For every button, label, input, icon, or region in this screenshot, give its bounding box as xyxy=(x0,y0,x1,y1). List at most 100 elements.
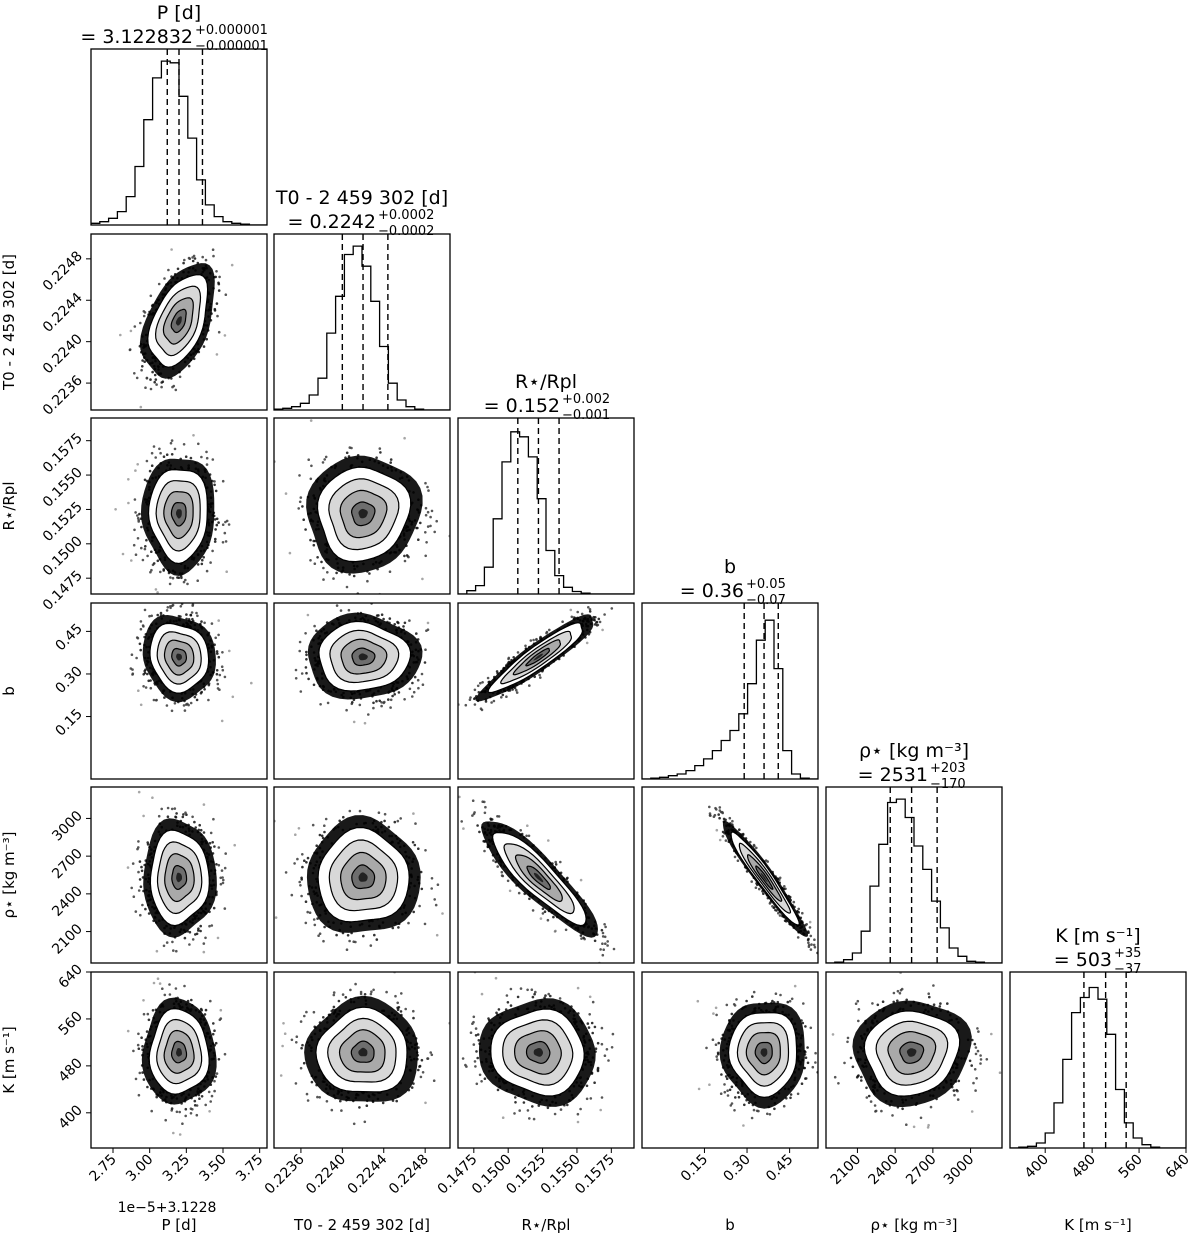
sample-point xyxy=(162,455,166,459)
sample-point xyxy=(796,936,800,939)
sample-point xyxy=(482,839,486,843)
sample-point xyxy=(313,562,317,565)
sample-point xyxy=(715,828,719,832)
sample-point xyxy=(391,694,394,698)
sample-point xyxy=(807,945,811,948)
sample-point xyxy=(305,650,308,654)
sample-point xyxy=(383,819,386,823)
sample-point xyxy=(139,627,143,631)
sample-point xyxy=(149,378,152,381)
sample-point xyxy=(166,815,170,818)
sample-point xyxy=(471,799,475,802)
sample-point xyxy=(162,944,166,948)
sample-point xyxy=(378,447,382,450)
sample-point xyxy=(215,523,219,527)
sample-point xyxy=(223,907,227,910)
sample-point xyxy=(603,935,607,939)
title-label-b: b xyxy=(724,556,736,578)
sample-point xyxy=(580,937,583,940)
density-contour xyxy=(760,872,768,883)
sample-point xyxy=(200,455,203,459)
sample-point xyxy=(601,935,605,938)
sample-point xyxy=(738,828,741,831)
sample-point xyxy=(188,257,192,261)
sample-point xyxy=(140,546,143,550)
panel-frame xyxy=(457,602,635,780)
sample-point xyxy=(144,386,147,390)
sample-point xyxy=(184,455,188,459)
sample-point xyxy=(138,878,142,881)
density-contour xyxy=(175,316,182,326)
sample-point xyxy=(149,294,153,298)
sample-point xyxy=(316,917,319,920)
sample-point xyxy=(766,860,769,863)
sample-point xyxy=(593,623,597,626)
sample-point xyxy=(162,568,165,571)
sample-point xyxy=(570,615,574,619)
sample-point xyxy=(552,915,555,919)
sample-point xyxy=(218,1018,222,1022)
sample-point xyxy=(425,541,428,544)
sample-point xyxy=(142,685,145,688)
sample-point xyxy=(424,554,428,558)
sample-point xyxy=(321,461,325,464)
sample-point xyxy=(151,370,154,374)
panel-frame xyxy=(273,417,451,595)
sample-point xyxy=(225,570,228,573)
sample-point xyxy=(554,929,557,933)
sample-point xyxy=(375,699,378,703)
title-minus-P: −0.000001 xyxy=(195,39,268,54)
sample-point xyxy=(153,373,157,377)
sample-point xyxy=(140,869,144,873)
sample-point xyxy=(496,865,500,868)
sample-point xyxy=(339,609,343,612)
panel-2d-rho-Rratio xyxy=(457,786,635,964)
sample-point xyxy=(528,684,531,687)
sample-point xyxy=(181,815,185,819)
panel-frame xyxy=(641,786,819,964)
sample-point xyxy=(151,796,154,799)
sample-point xyxy=(205,456,209,460)
sample-point xyxy=(399,817,403,820)
sample-point xyxy=(146,672,149,676)
sample-point xyxy=(345,585,349,589)
sample-point xyxy=(170,439,174,442)
sample-point xyxy=(294,677,298,680)
sample-point xyxy=(403,621,407,625)
sample-point xyxy=(408,687,412,691)
sample-point xyxy=(348,573,351,576)
sample-point xyxy=(135,636,139,639)
sample-point xyxy=(139,885,143,888)
sample-point xyxy=(587,606,590,609)
sample-point xyxy=(382,701,386,705)
sample-point xyxy=(135,656,138,660)
sample-point xyxy=(215,863,218,866)
sample-point xyxy=(347,608,351,612)
title-value-P: = 3.122832 xyxy=(80,26,193,48)
sample-point xyxy=(718,806,722,809)
sample-point xyxy=(535,638,538,642)
sample-point xyxy=(441,912,444,915)
sample-point xyxy=(213,1089,216,1093)
sample-point xyxy=(171,604,174,608)
sample-point xyxy=(183,936,187,940)
panel-frame xyxy=(457,417,635,595)
sample-point xyxy=(199,828,203,832)
sample-point xyxy=(168,421,171,424)
sample-point xyxy=(783,885,786,888)
sample-point xyxy=(141,359,144,362)
sample-point xyxy=(154,699,158,702)
sample-point xyxy=(137,1093,141,1097)
sample-point xyxy=(182,261,185,265)
sample-point xyxy=(312,539,316,543)
sample-point xyxy=(304,921,308,925)
histogram-Rratio xyxy=(458,431,634,594)
sample-point xyxy=(213,480,216,483)
sample-point xyxy=(195,698,199,702)
sample-point xyxy=(136,1043,140,1047)
sample-point xyxy=(134,553,138,556)
sample-point xyxy=(202,831,206,834)
sample-point xyxy=(424,648,427,651)
sample-point xyxy=(216,936,220,940)
